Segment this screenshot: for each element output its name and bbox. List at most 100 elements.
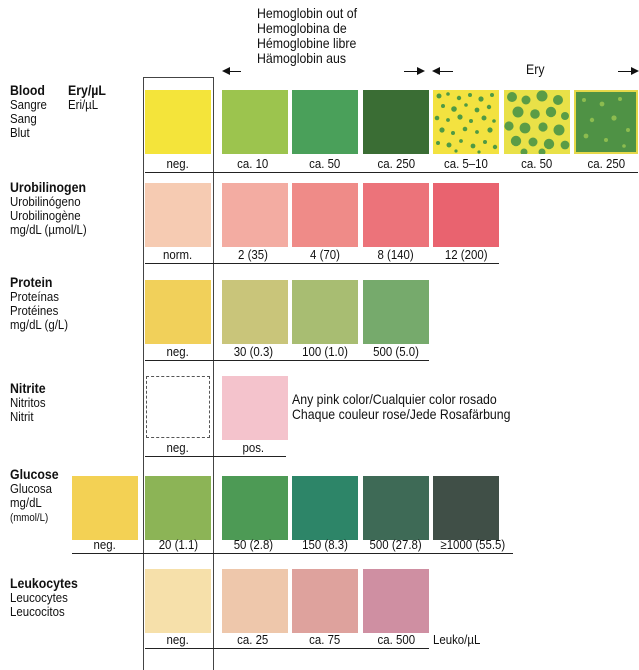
nitrite-note-line-1: Any pink color/Cualquier color rosado [292,391,497,407]
urobilinogen-unit: mg/dL (µmol/L) [10,222,87,237]
glucose-unit-mmol: (mmol/L) [10,512,49,524]
arrow-shaft [229,70,241,72]
hemoglobin-header-line-3: Hémoglobine libre [257,35,357,51]
protein-label-500: 500 (5.0) [373,344,419,359]
hemoglobin-header-line-1: Hemoglobin out of [257,5,358,21]
protein-name-es: Proteínas [10,289,59,304]
urobilinogen-swatch-norm [145,183,211,247]
blood-baseline [145,172,638,173]
blood-swatch-neg [145,90,211,154]
urobilinogen-label-8: 8 (140) [377,247,415,262]
leukocytes-name-es: Leucocitos [10,604,65,619]
leukocytes-swatch-25 [222,569,288,633]
glucose-label-20: 20 (1.1) [158,537,198,552]
nitrite-title: Nitrite [10,380,46,396]
urobilinogen-label-12: 12 (200) [444,247,488,262]
protein-unit: mg/dL (g/L) [10,317,69,332]
blood-unit: Ery/µL [68,82,106,98]
negative-column-frame [143,77,214,670]
urobilinogen-baseline [145,263,499,264]
leukocytes-label-75: ca. 75 [309,632,341,647]
protein-name-fr: Protéines [10,303,59,318]
glucose-label-500: 500 (27.8) [369,537,423,552]
glucose-label-neg: neg. [93,537,117,552]
leukocytes-label-25: ca. 25 [237,632,269,647]
nitrite-name-es: Nitritos [10,395,46,410]
urobilinogen-swatch-12 [433,183,499,247]
glucose-name-es: Glucosa [10,481,52,496]
ery-header: Ery [526,61,545,77]
glucose-unit: mg/dL [10,495,42,510]
hemoglobin-header-line-2: Hemoglobina de [257,20,347,36]
blood-unit-es: Eri/µL [68,97,99,112]
leukocytes-swatch-neg [145,569,211,633]
glucose-swatch-1000 [433,476,499,540]
arrow-shaft [618,70,632,72]
protein-baseline [145,360,429,361]
urobilinogen-swatch-8 [363,183,429,247]
arrow-left-icon [222,67,230,75]
glucose-swatch-150 [292,476,358,540]
glucose-swatch-neg [72,476,138,540]
blood-swatch-ery-5-10 [433,90,499,154]
nitrite-label-neg: neg. [166,440,190,455]
blood-title: Blood [10,82,45,98]
nitrite-swatch-pos [222,376,288,440]
blood-name-es: Sangre [10,97,47,112]
leukocytes-baseline [145,648,429,649]
glucose-baseline [72,553,513,554]
hemoglobin-header-line-4: Hämoglobin aus [257,50,347,66]
protein-label-neg: neg. [166,344,190,359]
glucose-label-1000: ≥1000 (55.5) [440,537,506,552]
blood-label-10: ca. 10 [237,156,269,171]
blood-name-fr: Sang [10,111,37,126]
blood-swatch-50 [292,90,358,154]
blood-swatch-ery-250 [574,90,638,154]
protein-swatch-100 [292,280,358,344]
leukocytes-unit: Leuko/µL [433,632,481,647]
blood-label-neg: neg. [166,156,190,171]
protein-swatch-500 [363,280,429,344]
urobilinogen-swatch-2 [222,183,288,247]
nitrite-label-pos: pos. [242,440,264,455]
protein-label-100: 100 (1.0) [302,344,348,359]
glucose-title: Glucose [10,466,59,482]
nitrite-baseline [145,456,286,457]
protein-label-30: 30 (0.3) [233,344,273,359]
protein-swatch-30 [222,280,288,344]
nitrite-swatch-neg [146,376,210,438]
blood-label-ery-50: ca. 50 [521,156,553,171]
leukocytes-label-neg: neg. [166,632,190,647]
glucose-label-50: 50 (2.8) [233,537,273,552]
blood-name-de: Blut [10,125,30,140]
glucose-label-150: 150 (8.3) [302,537,348,552]
arrow-right-icon [417,67,425,75]
protein-swatch-neg [145,280,211,344]
glucose-swatch-20 [145,476,211,540]
blood-swatch-ery-50 [504,90,570,154]
nitrite-name-fr: Nitrit [10,409,34,424]
glucose-swatch-50 [222,476,288,540]
urobilinogen-label-4: 4 (70) [310,247,340,262]
leukocytes-swatch-75 [292,569,358,633]
glucose-swatch-500 [363,476,429,540]
arrow-shaft [404,70,418,72]
leukocytes-name-fr: Leucocytes [10,590,68,605]
leukocytes-title: Leukocytes [10,575,78,591]
urobilinogen-name-fr: Urobilinogène [10,208,81,223]
urobilinogen-name-es: Urobilinógeno [10,194,81,209]
leukocytes-label-500: ca. 500 [377,632,415,647]
urobilinogen-label-norm: norm. [163,247,193,262]
blood-swatch-10 [222,90,288,154]
arrow-right-icon [631,67,639,75]
leukocytes-swatch-500 [363,569,429,633]
blood-label-250: ca. 250 [377,156,415,171]
urobilinogen-title: Urobilinogen [10,179,86,195]
arrow-left-icon [432,67,440,75]
protein-title: Protein [10,274,53,290]
blood-label-50: ca. 50 [309,156,341,171]
urobilinogen-label-2: 2 (35) [238,247,268,262]
blood-label-ery-5-10: ca. 5–10 [444,156,488,171]
blood-label-ery-250: ca. 250 [587,156,625,171]
urobilinogen-swatch-4 [292,183,358,247]
